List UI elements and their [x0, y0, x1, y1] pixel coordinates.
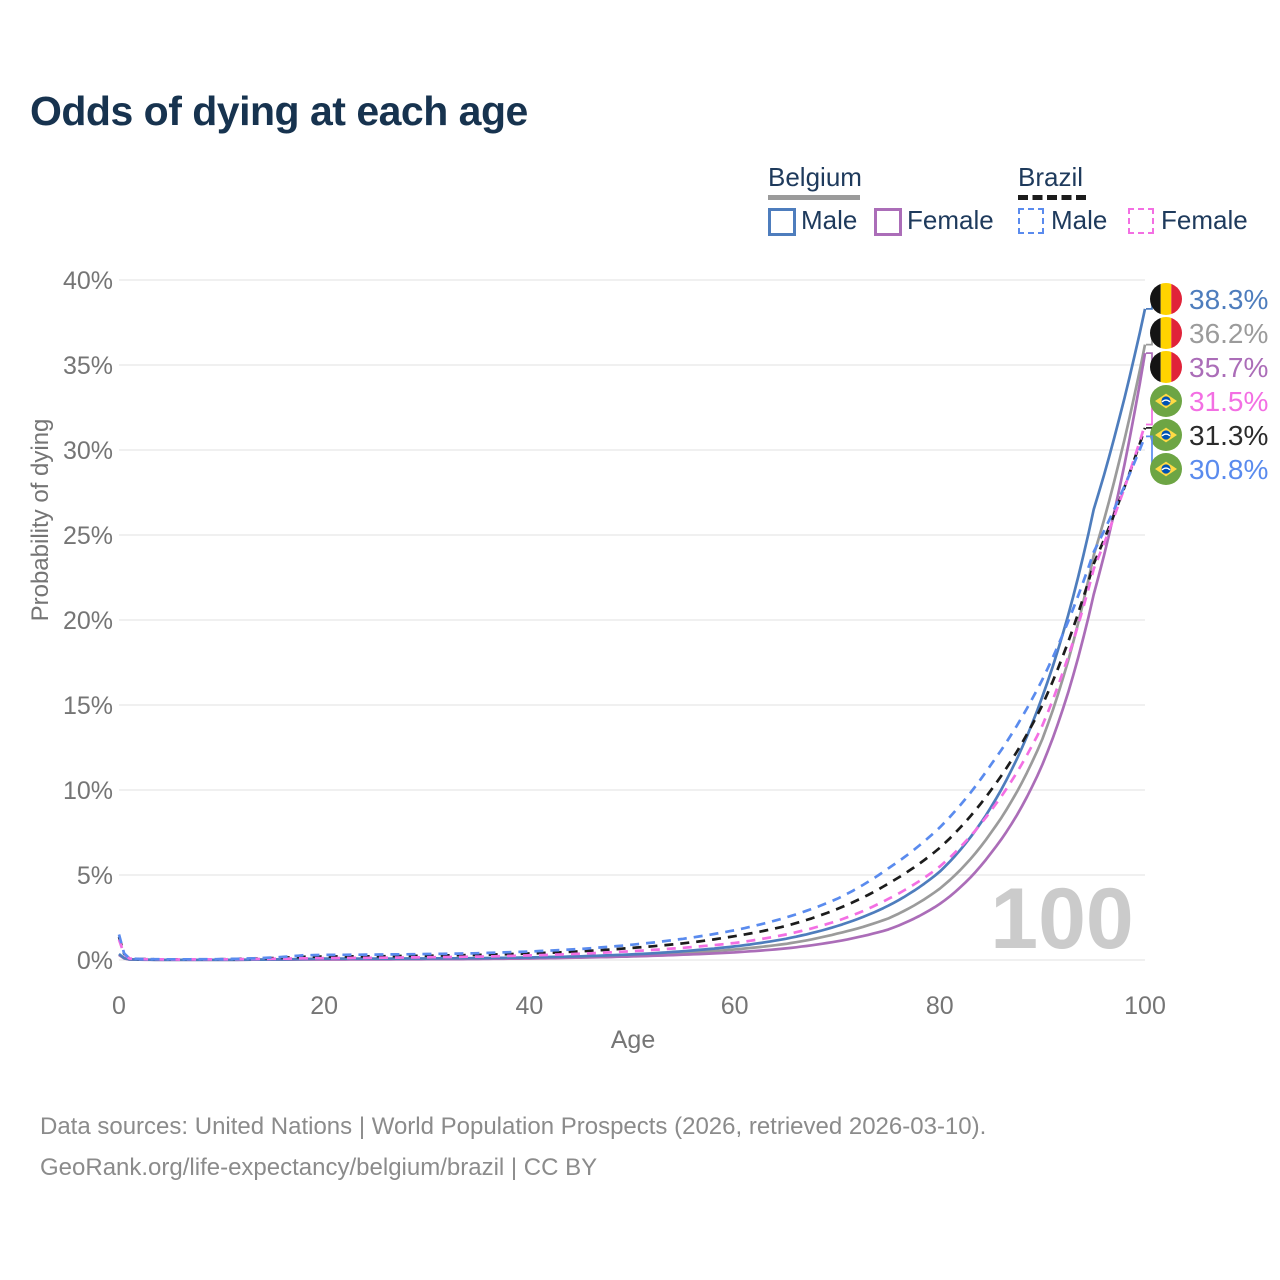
source-line-2: GeoRank.org/life-expectancy/belgium/braz… [40, 1154, 598, 1181]
end-label-value: 31.3% [1189, 420, 1268, 451]
x-tick-label: 80 [926, 992, 954, 1020]
y-tick-label: 40% [63, 267, 113, 295]
axis-ticks: 0% 5% 10% 15% 20% 25% 30% 35% 40% 0 20 40 60 80 100 [63, 267, 1166, 1020]
legend-label-belgium-male[interactable]: Male [801, 205, 858, 235]
legend-group-belgium: Belgium [768, 162, 862, 192]
y-tick-label: 10% [63, 777, 113, 805]
y-axis-title: Probability of dying [27, 419, 54, 622]
legend-checkbox-brazil-female[interactable] [1128, 208, 1154, 234]
x-tick-label: 20 [310, 992, 338, 1020]
end-label-value: 36.2% [1189, 318, 1268, 349]
end-label-value: 31.5% [1189, 386, 1268, 417]
series-line-belgium-male[interactable] [118, 308, 1147, 962]
end-label-value: 38.3% [1189, 284, 1268, 315]
legend-underline-brazil [1018, 195, 1086, 200]
x-tick-label: 40 [515, 992, 543, 1020]
brazil-flag-icon [1150, 419, 1182, 451]
legend-underline-belgium [768, 195, 860, 200]
source-text: Data sources: United Nations | World Pop… [40, 1106, 986, 1188]
legend-checkbox-belgium-female[interactable] [874, 208, 902, 236]
end-label-value: 35.7% [1189, 352, 1268, 383]
x-tick-label: 60 [721, 992, 749, 1020]
brazil-flag-icon [1150, 385, 1182, 417]
end-label-value: 30.8% [1189, 454, 1268, 485]
legend-group-brazil: Brazil [1018, 162, 1084, 192]
y-tick-label: 35% [63, 352, 113, 380]
belgium-flag-icon [1150, 317, 1182, 349]
belgium-flag-icon [1150, 351, 1182, 383]
legend-checkbox-brazil-male[interactable] [1018, 208, 1044, 234]
legend-label-belgium-female[interactable]: Female [907, 205, 994, 235]
x-axis-title: Age [611, 1026, 655, 1054]
x-tick-label: 100 [1124, 992, 1166, 1020]
legend-label-brazil-female[interactable]: Female [1161, 205, 1248, 235]
end-labels: 38.3%36.2%35.7%31.5%31.3%30.8% [1146, 283, 1268, 485]
y-tick-label: 5% [77, 862, 113, 890]
age-watermark: 100 [990, 871, 1134, 967]
y-tick-label: 15% [63, 692, 113, 720]
series-lines [117, 308, 1147, 962]
y-tick-label: 20% [63, 607, 113, 635]
series-line-brazil-male[interactable] [117, 435, 1147, 961]
brazil-flag-icon [1150, 453, 1182, 485]
series-line-belgium-female[interactable] [118, 352, 1147, 962]
belgium-flag-icon [1150, 283, 1182, 315]
series-line-belgium-both[interactable] [118, 344, 1147, 962]
y-tick-label: 30% [63, 437, 113, 465]
series-line-brazil-female[interactable] [117, 424, 1147, 961]
y-tick-label: 0% [77, 947, 113, 975]
page-title: Odds of dying at each age [30, 88, 528, 134]
gridlines [119, 279, 1145, 961]
legend-checkbox-belgium-male[interactable] [768, 208, 796, 236]
y-tick-label: 25% [63, 522, 113, 550]
legend-label-brazil-male[interactable]: Male [1051, 205, 1108, 235]
x-tick-label: 0 [112, 992, 126, 1020]
source-line-1: Data sources: United Nations | World Pop… [40, 1113, 987, 1140]
